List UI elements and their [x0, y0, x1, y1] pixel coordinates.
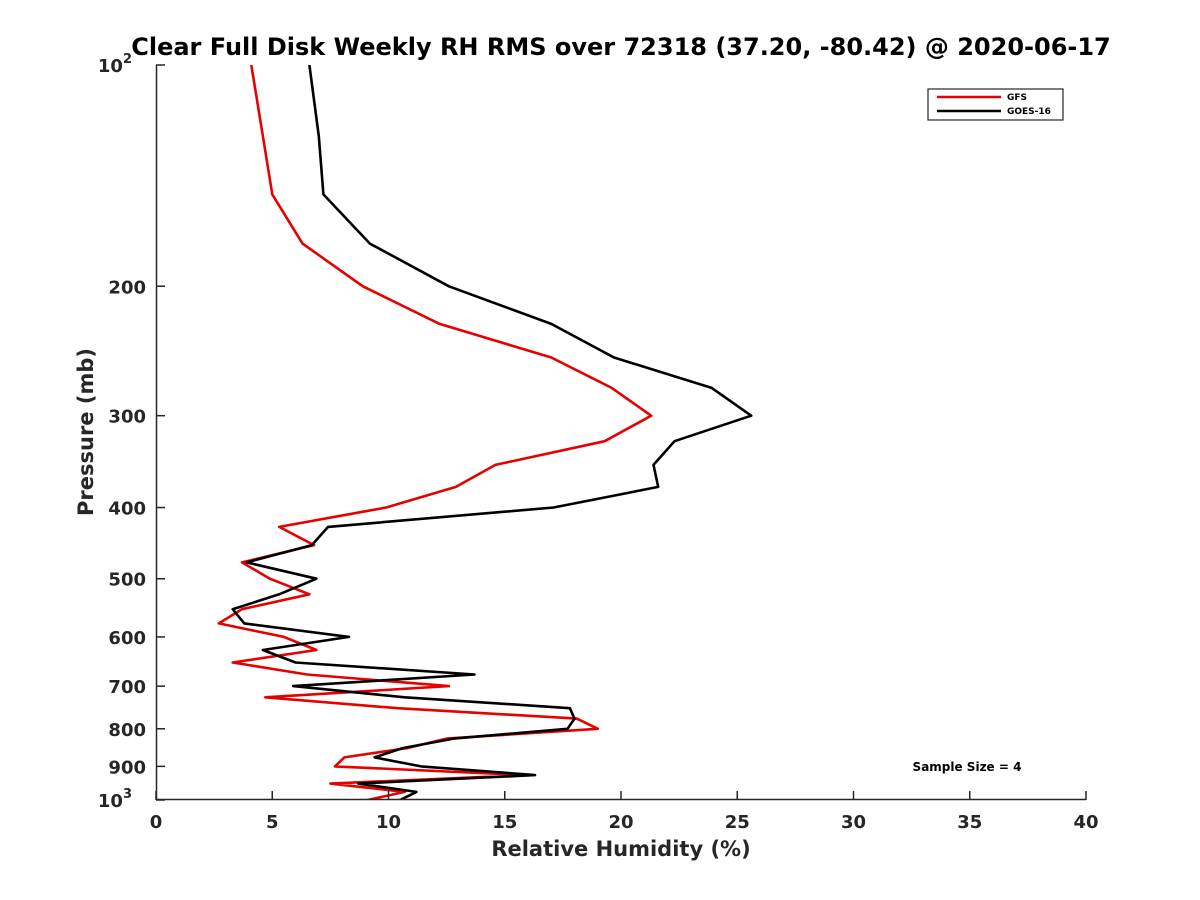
- series-line-goes16: [231, 65, 753, 800]
- x-tick-label: 20: [608, 812, 633, 833]
- x-axis-ticks: 0 5 10 15 20 25 30 35 40: [150, 791, 1099, 833]
- y-tick-label: 300: [108, 407, 146, 428]
- x-tick-label: 0: [150, 812, 163, 833]
- y-tick-label: 500: [108, 570, 146, 591]
- series-line-gfs: [217, 65, 653, 800]
- y-tick-label: 600: [108, 628, 146, 649]
- y-tick-label: 800: [108, 720, 146, 741]
- x-tick-label: 10: [376, 812, 401, 833]
- sample-size-annotation: Sample Size = 4: [913, 760, 1022, 774]
- x-tick-label: 25: [725, 812, 750, 833]
- x-tick-label: 30: [841, 812, 866, 833]
- legend-box: [927, 88, 1064, 121]
- x-tick-label: 15: [492, 812, 517, 833]
- legend: GFS GOES-16: [927, 88, 1064, 121]
- y-axis-label: Pressure (mb): [74, 348, 98, 516]
- x-axis-label: Relative Humidity (%): [491, 837, 750, 861]
- x-tick-label: 40: [1073, 812, 1098, 833]
- y-tick-label: 103: [98, 787, 132, 812]
- chart-title: Clear Full Disk Weekly RH RMS over 72318…: [131, 33, 1111, 61]
- x-tick-label: 35: [957, 812, 982, 833]
- plot-lines: [217, 65, 753, 800]
- y-tick-label: 102: [98, 52, 132, 77]
- y-axis-ticks: 102 200 300 400 500 600 700 800 900 103: [98, 52, 165, 812]
- y-tick-label: 200: [108, 277, 146, 298]
- legend-label-goes16: GOES-16: [1007, 107, 1051, 117]
- y-tick-label: 400: [108, 499, 146, 520]
- x-tick-label: 5: [266, 812, 279, 833]
- y-tick-label: 700: [108, 677, 146, 698]
- legend-label-gfs: GFS: [1007, 93, 1027, 103]
- y-tick-label: 900: [108, 757, 146, 778]
